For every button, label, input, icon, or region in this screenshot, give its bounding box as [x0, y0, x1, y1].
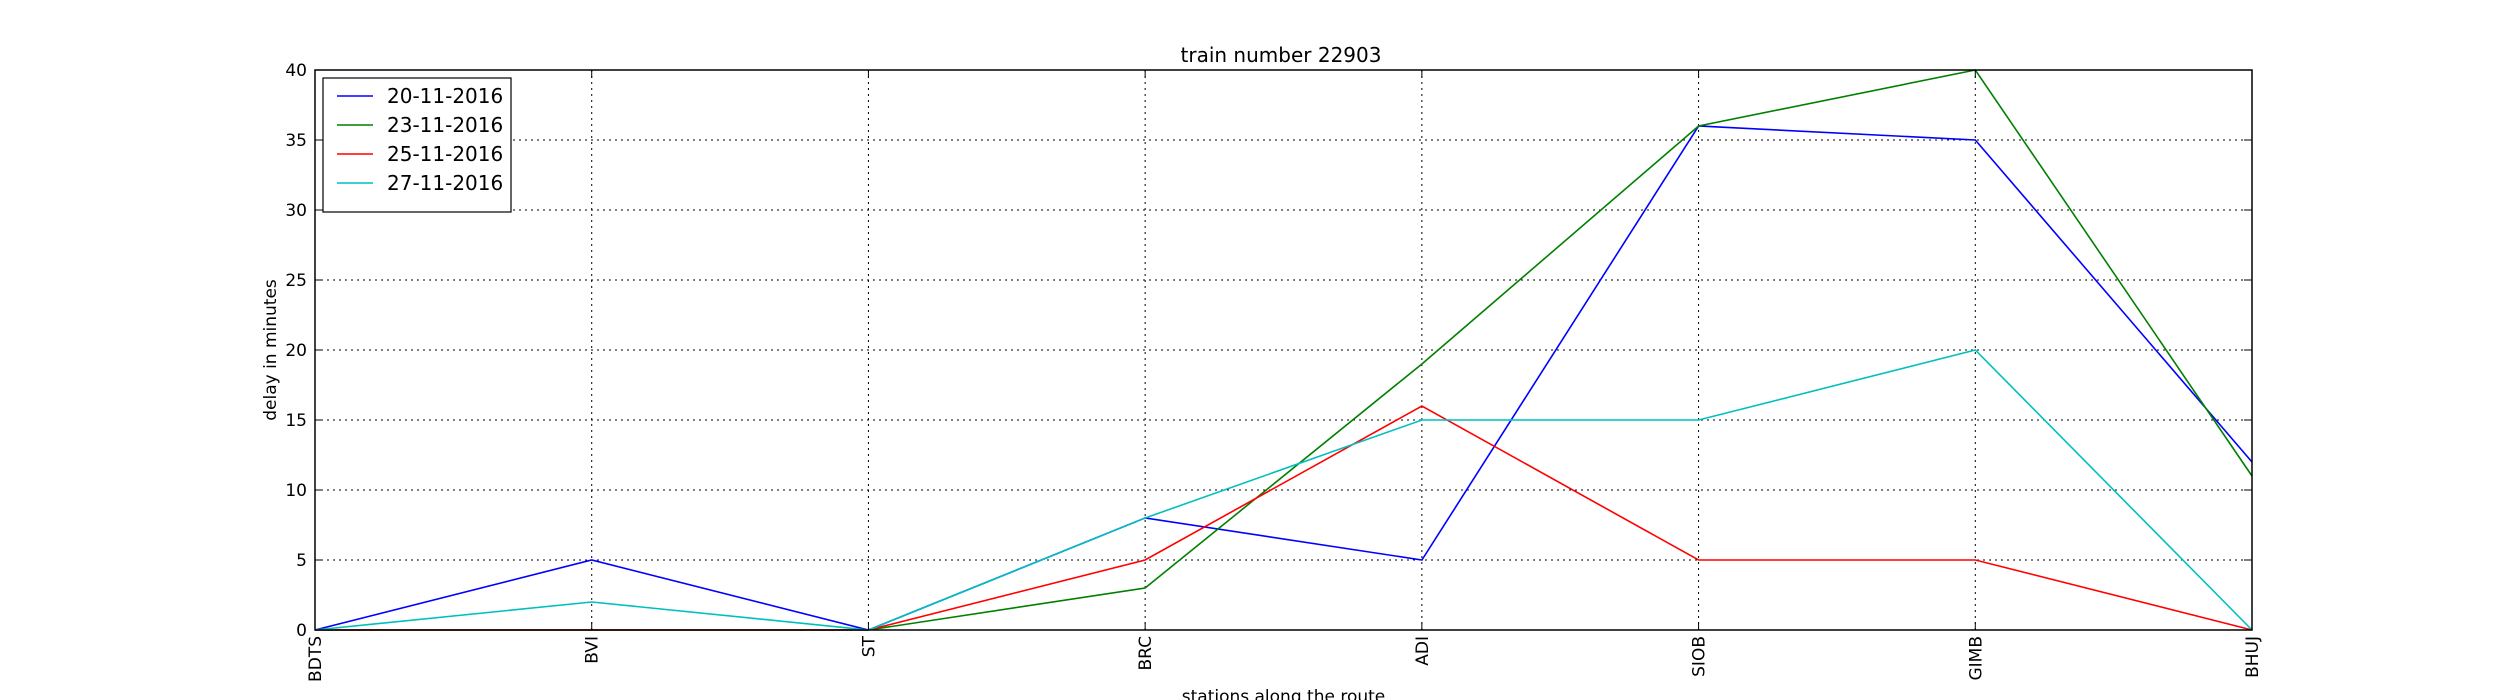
- x-axis-label: stations along the route: [1182, 687, 1386, 700]
- y-tick-label: 15: [285, 411, 307, 431]
- x-tick-label: ST: [859, 635, 879, 657]
- y-tick-label: 5: [296, 551, 307, 571]
- legend-label: 20-11-2016: [387, 84, 503, 108]
- legend-box: [322, 77, 512, 213]
- axis-ticks: 0 5 10 15 20 25 30 35 40 BDTS BVI ST BRC ADI SIOB GIMB B…: [285, 61, 2263, 682]
- series-line-4: [314, 349, 2253, 631]
- legend: 20-11-2016 23-11-2016 25-11-2016 27-11-2016: [322, 77, 512, 213]
- chart-title: train number 22903: [1181, 43, 1382, 67]
- x-tick-label: BRC: [1136, 636, 1156, 671]
- y-tick-label: 20: [285, 341, 307, 361]
- y-tick-label: 40: [285, 61, 307, 81]
- legend-label: 23-11-2016: [387, 113, 503, 137]
- legend-label: 27-11-2016: [387, 171, 503, 195]
- plot-area-frame: [314, 69, 2253, 631]
- y-tick-label: 0: [296, 621, 307, 641]
- y-tick-label: 35: [285, 131, 307, 151]
- x-tick-label: ADI: [1413, 636, 1433, 666]
- x-tick-label: BVI: [583, 636, 603, 664]
- grid-lines: [315, 70, 2252, 630]
- y-axis-label: delay in minutes: [261, 279, 281, 421]
- x-tick-label: BHUJ: [2243, 636, 2263, 678]
- x-tick-label: GIMB: [1966, 636, 1986, 681]
- series-line-1: [314, 125, 2253, 631]
- x-tick-label: SIOB: [1690, 636, 1710, 677]
- x-tick-label: BDTS: [306, 636, 326, 682]
- series-lines: [314, 69, 2253, 631]
- y-tick-label: 10: [285, 481, 307, 501]
- y-tick-label: 30: [285, 201, 307, 221]
- series-line-2: [315, 69, 2253, 631]
- y-tick-label: 25: [285, 271, 307, 291]
- legend-label: 25-11-2016: [387, 142, 503, 166]
- series-line-3: [315, 405, 2253, 631]
